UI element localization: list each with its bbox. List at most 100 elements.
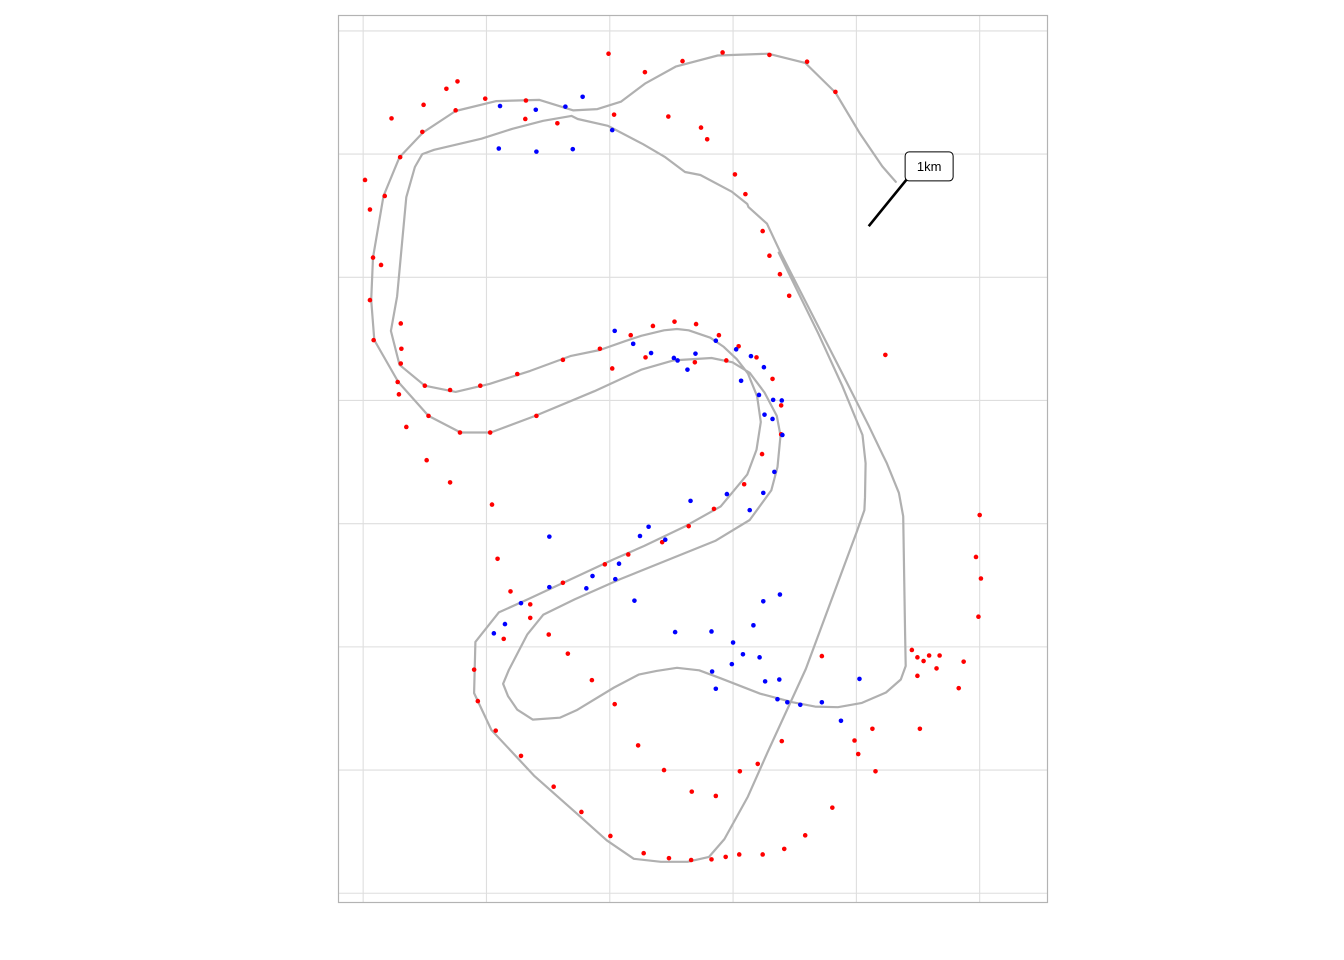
red-point [698, 125, 704, 130]
red-point [736, 343, 741, 349]
red-point [956, 685, 962, 691]
annotation-leader-line [867, 175, 911, 227]
blue-point [779, 398, 785, 403]
blue-point [747, 507, 753, 513]
red-point [447, 387, 453, 393]
red-point [518, 753, 524, 759]
red-point [635, 743, 641, 748]
red-point [680, 58, 685, 64]
red-point [754, 355, 759, 360]
blue-point [648, 350, 654, 356]
red-point [508, 589, 513, 594]
red-point [501, 636, 507, 642]
blue-point [612, 328, 618, 334]
blue-point [762, 679, 768, 684]
red-point [546, 632, 552, 637]
red-point [973, 554, 979, 560]
blue-point [709, 629, 714, 634]
red-point [915, 655, 920, 660]
blue-point [632, 598, 637, 603]
red-point [711, 506, 717, 512]
annotation-label: 1km [917, 159, 942, 174]
blue-point [496, 146, 502, 151]
red-point [692, 359, 698, 365]
red-point [611, 112, 617, 117]
red-point [659, 539, 665, 545]
blue-point [797, 702, 803, 708]
plot-panel [338, 15, 1048, 903]
red-point [378, 262, 384, 268]
blue-point [713, 686, 719, 692]
red-point [643, 355, 648, 360]
red-point [737, 768, 743, 774]
red-point [833, 89, 838, 95]
red-point [426, 413, 431, 419]
blue-point [770, 397, 776, 403]
blue-point [762, 412, 767, 417]
red-point [909, 647, 915, 653]
blue-point [613, 576, 618, 582]
red-point [478, 383, 483, 388]
red-point [482, 96, 488, 101]
red-point [560, 580, 566, 586]
red-point [404, 424, 409, 430]
red-point [666, 855, 672, 861]
blue-point [518, 600, 524, 606]
blue-point [740, 651, 746, 657]
red-point [819, 653, 825, 659]
blue-point [761, 364, 767, 370]
red-point [688, 857, 694, 863]
red-point [720, 50, 725, 55]
blue-point [580, 94, 585, 100]
red-point [661, 767, 667, 773]
red-point [650, 323, 656, 329]
red-point [398, 321, 404, 326]
red-point [612, 701, 618, 707]
red-point [723, 854, 728, 860]
red-point [371, 337, 376, 343]
blue-point [713, 338, 719, 344]
red-point [723, 358, 729, 363]
red-point [770, 376, 775, 382]
red-point [493, 728, 499, 733]
blue-point [502, 621, 508, 627]
red-point [666, 114, 671, 119]
blue-point [534, 149, 539, 154]
red-point [475, 698, 481, 704]
red-point [421, 102, 426, 108]
blue-point [729, 661, 735, 667]
red-point [609, 366, 615, 371]
red-point [382, 193, 388, 199]
blue-point [780, 432, 785, 438]
red-point [873, 768, 878, 774]
red-point [560, 357, 566, 363]
red-point [447, 480, 453, 485]
red-point [628, 332, 634, 338]
blue-point [547, 534, 552, 539]
red-point [870, 726, 875, 732]
red-point [917, 726, 923, 732]
blue-point [547, 584, 552, 590]
blue-point [756, 392, 762, 398]
blue-point [760, 490, 766, 496]
red-point [961, 659, 966, 664]
red-point [424, 457, 429, 463]
red-point [767, 52, 772, 58]
red-point [396, 392, 402, 397]
marker-layer [362, 50, 984, 863]
blue-point [590, 573, 595, 579]
grid-lines [338, 15, 1048, 903]
red-point [457, 430, 463, 435]
red-point [759, 451, 765, 457]
red-point [367, 297, 373, 303]
red-point [686, 523, 691, 529]
red-point [743, 191, 748, 197]
red-point [453, 108, 458, 113]
blue-point [724, 491, 730, 497]
red-point [781, 846, 787, 852]
red-point [741, 481, 747, 487]
red-point [693, 321, 699, 327]
red-point [852, 738, 857, 743]
red-point [883, 352, 888, 358]
